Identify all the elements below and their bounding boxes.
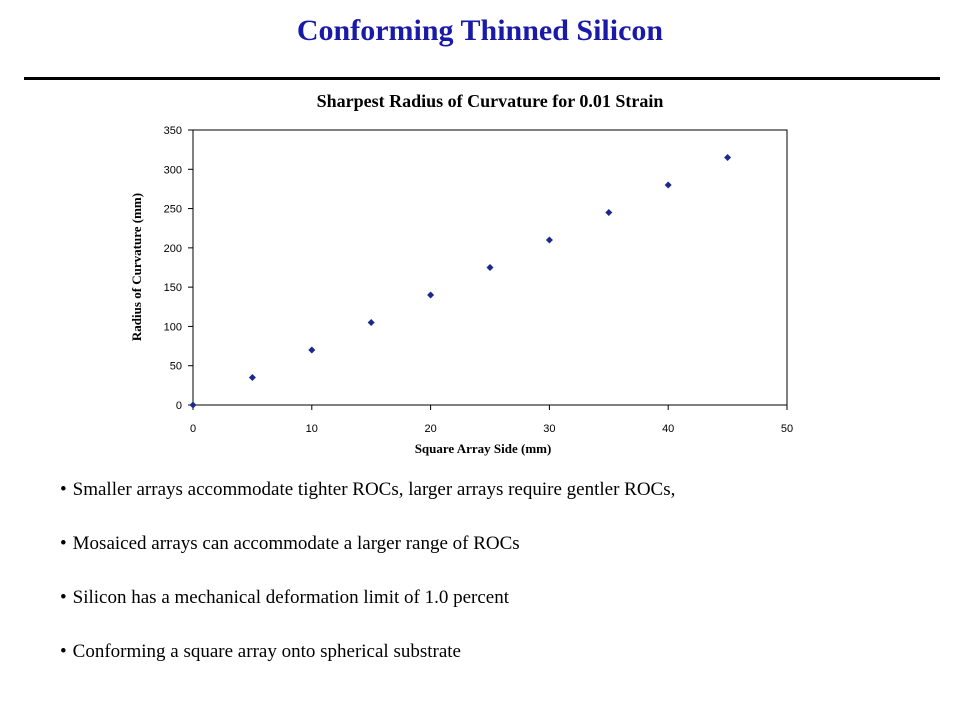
data-point xyxy=(308,346,316,354)
x-tick-label: 10 xyxy=(306,423,318,435)
y-tick-label: 300 xyxy=(164,164,182,176)
chart-title: Sharpest Radius of Curvature for 0.01 St… xyxy=(317,91,664,111)
data-point xyxy=(189,401,197,409)
y-tick-label: 0 xyxy=(176,400,182,412)
bullet-item: • Silicon has a mechanical deformation li… xyxy=(60,587,509,608)
y-tick-label: 150 xyxy=(164,282,182,294)
slide-title: Conforming Thinned Silicon xyxy=(296,14,664,47)
bullet-item: • Conforming a square array onto spherica… xyxy=(60,641,461,662)
plot-area: 0 50 100 150 200 250 300 350 0 10 20 30 40 50 xyxy=(164,125,793,435)
data-point xyxy=(248,374,256,381)
data-point xyxy=(664,181,672,189)
data-point xyxy=(605,209,613,216)
y-tick-label: 250 xyxy=(164,204,182,216)
data-point xyxy=(724,154,732,161)
x-tick-label: 40 xyxy=(662,423,674,435)
title-divider xyxy=(24,77,940,80)
x-tick-label: 0 xyxy=(190,423,196,435)
bullet-item: • Smaller arrays accommodate tighter ROCs… xyxy=(60,479,676,500)
y-tick-label: 100 xyxy=(164,321,182,333)
x-tick-label: 50 xyxy=(781,423,793,435)
x-tick-label: 30 xyxy=(543,423,555,435)
data-point xyxy=(427,291,435,299)
y-tick-label: 50 xyxy=(170,361,182,373)
bullet-list: • Smaller arrays accommodate tighter ROCs… xyxy=(60,478,940,694)
y-axis-label: Radius of Curvature (mm) xyxy=(129,193,144,341)
data-point xyxy=(545,236,553,244)
data-point xyxy=(367,319,375,326)
x-axis-label: Square Array Side (mm) xyxy=(415,441,552,456)
y-tick-label: 350 xyxy=(164,125,182,137)
data-point xyxy=(486,264,494,271)
scatter-chart: Sharpest Radius of Curvature for 0.01 St… xyxy=(129,91,793,456)
plot-frame xyxy=(192,129,788,406)
y-tick-label: 200 xyxy=(164,243,182,255)
bullet-item: • Mosaiced arrays can accommodate a large… xyxy=(60,533,520,554)
x-tick-label: 20 xyxy=(424,423,436,435)
